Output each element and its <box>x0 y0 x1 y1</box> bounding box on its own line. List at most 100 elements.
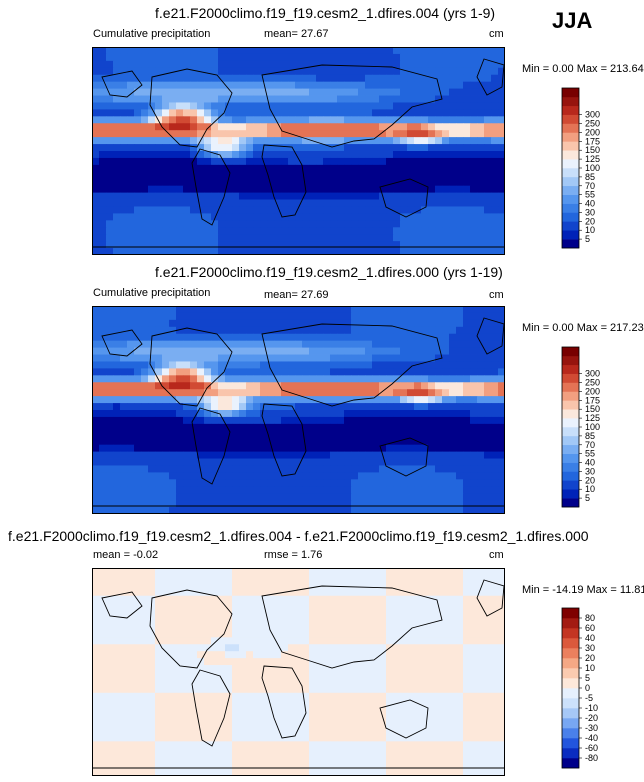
map-cell <box>288 151 296 159</box>
map-cell <box>463 458 471 466</box>
map-cell <box>498 706 505 714</box>
map-cell <box>141 361 149 369</box>
map-cell <box>309 458 317 466</box>
map-cell <box>211 616 219 624</box>
map-cell <box>351 637 359 645</box>
map-cell <box>99 581 107 590</box>
map-cell <box>449 109 457 117</box>
map-cell <box>92 227 100 235</box>
map-cell <box>281 410 289 418</box>
map-cell <box>197 248 205 255</box>
map-cell <box>351 123 359 131</box>
map-cell <box>260 568 268 576</box>
map-cell <box>274 396 282 404</box>
map-cell <box>211 637 219 645</box>
map-cell <box>344 248 352 255</box>
map-cell <box>148 53 156 62</box>
map-cell <box>323 319 331 328</box>
map-cell <box>239 116 247 124</box>
map-cell <box>288 192 296 200</box>
map-cell <box>211 430 219 439</box>
map-cell <box>218 130 226 138</box>
map-cell <box>162 123 170 131</box>
map-cell <box>169 692 177 701</box>
map-cell <box>379 644 387 652</box>
map-cell <box>190 47 198 55</box>
map-cell <box>449 706 457 714</box>
map-cell <box>99 637 107 645</box>
map-cell <box>344 47 352 55</box>
map-cell <box>358 81 366 89</box>
map-cell <box>232 651 240 659</box>
map-cell <box>330 423 338 432</box>
map-cell <box>428 74 436 83</box>
map-cell <box>456 623 464 631</box>
map-cell <box>162 157 170 166</box>
map-cell <box>204 430 212 439</box>
colorbar-box <box>562 239 579 249</box>
map-cell <box>239 227 247 235</box>
map-cell <box>218 630 226 638</box>
map-cell <box>470 574 478 583</box>
map-cell <box>232 53 240 62</box>
map-cell <box>309 361 317 369</box>
map-cell <box>414 486 422 494</box>
map-cell <box>127 347 135 355</box>
map-cell <box>225 74 233 83</box>
map-cell <box>498 74 505 83</box>
map-cell <box>414 444 422 452</box>
map-cell <box>344 123 352 131</box>
map-cell <box>372 81 380 89</box>
map-cell <box>351 213 359 221</box>
map-cell <box>407 185 415 193</box>
map-cell <box>211 588 219 597</box>
map-cell <box>358 493 366 501</box>
map-cell <box>379 479 387 487</box>
map-cell <box>155 396 163 404</box>
map-cell <box>127 430 135 439</box>
map-cell <box>288 465 296 473</box>
map-cell <box>330 375 338 383</box>
map-cell <box>141 319 149 328</box>
colorbar-tick-label: 100 <box>585 163 600 173</box>
map-cell <box>211 53 219 62</box>
map-cell <box>274 437 282 446</box>
map-cell <box>92 178 100 187</box>
map-cell <box>442 678 450 687</box>
map-cell <box>162 248 170 255</box>
map-cell <box>330 53 338 62</box>
map-cell <box>323 500 331 508</box>
map-cell <box>421 403 429 411</box>
map-cell <box>449 60 457 69</box>
map-cell <box>246 192 254 200</box>
map-cell <box>421 493 429 501</box>
map-cell <box>141 692 149 701</box>
map-cell <box>414 102 422 110</box>
map-cell <box>470 568 478 576</box>
map-cell <box>134 151 142 159</box>
map-cell <box>365 410 373 418</box>
map-cell <box>463 637 471 645</box>
map-cell <box>379 403 387 411</box>
map-cell <box>407 130 415 138</box>
map-cell <box>421 486 429 494</box>
map-cell <box>477 95 485 103</box>
map-cell <box>232 630 240 638</box>
map-cell <box>442 67 450 76</box>
map-cell <box>379 234 387 242</box>
map-cell <box>246 616 254 624</box>
map-cell <box>400 47 408 55</box>
map-cell <box>365 95 373 103</box>
map-cell <box>225 213 233 221</box>
map-cell <box>414 326 422 335</box>
map-cell <box>323 47 331 55</box>
map-cell <box>239 157 247 166</box>
map-cell <box>400 486 408 494</box>
map-cell <box>246 67 254 76</box>
map-cell <box>246 375 254 383</box>
map-cell <box>260 382 268 390</box>
map-cell <box>302 326 310 335</box>
map-cell <box>428 375 436 383</box>
map-cell <box>232 368 240 376</box>
map-cell <box>155 248 163 255</box>
